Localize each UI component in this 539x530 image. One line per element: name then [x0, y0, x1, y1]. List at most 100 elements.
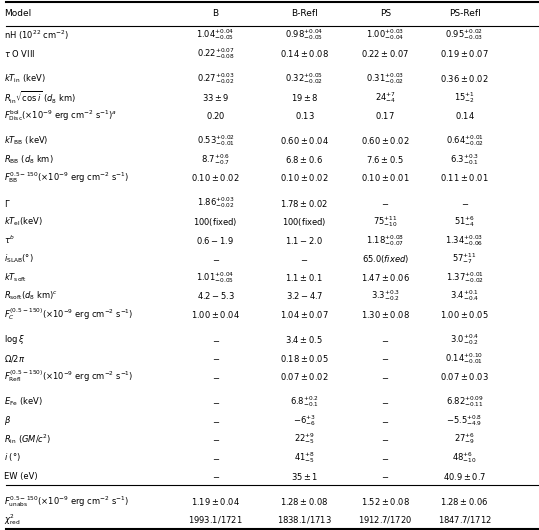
Text: $R_{\rm BB}$ ($d_8$ km): $R_{\rm BB}$ ($d_8$ km) — [4, 153, 54, 166]
Text: $4.2-5.3$: $4.2-5.3$ — [197, 290, 234, 302]
Text: $1.00 \pm 0.05$: $1.00 \pm 0.05$ — [440, 309, 489, 320]
Text: nH (10$^{22}$ cm$^{-2}$): nH (10$^{22}$ cm$^{-2}$) — [4, 28, 69, 42]
Text: $0.07 \pm 0.03$: $0.07 \pm 0.03$ — [440, 371, 489, 382]
Text: $0.20$: $0.20$ — [206, 110, 225, 121]
Text: $15^{+1}_{-2}$: $15^{+1}_{-2}$ — [454, 90, 475, 104]
Text: $-$: $-$ — [211, 472, 220, 481]
Text: $100{\rm (fixed)}$: $100{\rm (fixed)}$ — [282, 216, 327, 227]
Text: PS-Refl: PS-Refl — [449, 10, 480, 19]
Text: $-$: $-$ — [211, 416, 220, 425]
Text: $-$: $-$ — [211, 354, 220, 363]
Text: $0.14$: $0.14$ — [454, 110, 475, 121]
Text: $6.82^{+0.09}_{-0.11}$: $6.82^{+0.09}_{-0.11}$ — [446, 394, 483, 409]
Text: $\chi^2_{\rm red}$: $\chi^2_{\rm red}$ — [4, 512, 21, 527]
Text: $-$: $-$ — [211, 335, 220, 344]
Text: $1.1 \pm 0.1$: $1.1 \pm 0.1$ — [286, 272, 323, 283]
Text: $\Gamma$: $\Gamma$ — [4, 198, 11, 208]
Text: $\tau^b$: $\tau^b$ — [4, 234, 15, 246]
Text: $1.00^{+0.03}_{-0.04}$: $1.00^{+0.03}_{-0.04}$ — [366, 28, 405, 42]
Text: $kT_{\rm el}$(keV): $kT_{\rm el}$(keV) — [4, 215, 43, 228]
Text: $3.4 \pm 0.5$: $3.4 \pm 0.5$ — [286, 334, 323, 345]
Text: $0.53^{+0.02}_{-0.01}$: $0.53^{+0.02}_{-0.01}$ — [197, 134, 234, 148]
Text: $8.7^{+0.6}_{-0.7}$: $8.7^{+0.6}_{-0.7}$ — [201, 152, 230, 167]
Text: $0.22^{+0.07}_{-0.08}$: $0.22^{+0.07}_{-0.08}$ — [197, 46, 234, 61]
Text: $33 \pm 9$: $33 \pm 9$ — [202, 92, 230, 103]
Text: $0.22 \pm 0.07$: $0.22 \pm 0.07$ — [361, 48, 410, 59]
Text: $1.19 \pm 0.04$: $1.19 \pm 0.04$ — [191, 496, 240, 507]
Text: $0.6-1.9$: $0.6-1.9$ — [197, 235, 234, 246]
Text: $1.30 \pm 0.08$: $1.30 \pm 0.08$ — [361, 309, 410, 320]
Text: $1.52 \pm 0.08$: $1.52 \pm 0.08$ — [361, 496, 410, 507]
Text: $F^{0.5-150}_{\rm unabs}$($\times10^{-9}$ erg cm$^{-2}$ s$^{-1}$): $F^{0.5-150}_{\rm unabs}$($\times10^{-9}… — [4, 493, 129, 508]
Text: $0.14^{+0.10}_{-0.01}$: $0.14^{+0.10}_{-0.01}$ — [445, 351, 484, 366]
Text: $0.95^{+0.02}_{-0.03}$: $0.95^{+0.02}_{-0.03}$ — [445, 28, 484, 42]
Text: $-$: $-$ — [381, 335, 390, 344]
Text: $0.98^{+0.04}_{-0.05}$: $0.98^{+0.04}_{-0.05}$ — [285, 28, 324, 42]
Text: $\log \xi$: $\log \xi$ — [4, 333, 25, 346]
Text: $0.10 \pm 0.02$: $0.10 \pm 0.02$ — [280, 172, 329, 183]
Text: $7.6 \pm 0.5$: $7.6 \pm 0.5$ — [367, 154, 404, 165]
Text: $6.8 \pm 0.6$: $6.8 \pm 0.6$ — [286, 154, 323, 165]
Text: $kT_{\rm in}$ (keV): $kT_{\rm in}$ (keV) — [4, 73, 46, 85]
Text: $1838.1/1713$: $1838.1/1713$ — [277, 514, 332, 525]
Text: $-$: $-$ — [381, 372, 390, 381]
Text: Model: Model — [4, 10, 32, 19]
Text: $6.8^{+0.2}_{-0.1}$: $6.8^{+0.2}_{-0.1}$ — [290, 394, 319, 409]
Text: $1.1-2.0$: $1.1-2.0$ — [286, 235, 323, 246]
Text: $1.04^{+0.04}_{-0.05}$: $1.04^{+0.04}_{-0.05}$ — [196, 28, 235, 42]
Text: $35 \pm 1$: $35 \pm 1$ — [291, 471, 318, 482]
Text: $1.47 \pm 0.06$: $1.47 \pm 0.06$ — [361, 272, 410, 283]
Text: $F^{0.5-150}_{\rm BB}$($\times10^{-9}$ erg cm$^{-2}$ s$^{-1}$): $F^{0.5-150}_{\rm BB}$($\times10^{-9}$ e… — [4, 171, 129, 185]
Text: $0.18 \pm 0.05$: $0.18 \pm 0.05$ — [280, 352, 329, 364]
Text: $0.11 \pm 0.01$: $0.11 \pm 0.01$ — [440, 172, 489, 183]
Text: $3.2-4.7$: $3.2-4.7$ — [286, 290, 323, 302]
Text: $\beta$: $\beta$ — [4, 414, 11, 427]
Text: $0.07 \pm 0.02$: $0.07 \pm 0.02$ — [280, 371, 329, 382]
Text: $0.32^{+0.05}_{-0.02}$: $0.32^{+0.05}_{-0.02}$ — [286, 71, 323, 86]
Text: $0.64^{+0.01}_{-0.02}$: $0.64^{+0.01}_{-0.02}$ — [446, 134, 483, 148]
Text: $1.28 \pm 0.06$: $1.28 \pm 0.06$ — [440, 496, 489, 507]
Text: $E_{\rm Fe}$ (keV): $E_{\rm Fe}$ (keV) — [4, 395, 43, 408]
Text: $-6^{+3}_{-6}$: $-6^{+3}_{-6}$ — [293, 413, 316, 428]
Text: $1847.7/1712$: $1847.7/1712$ — [438, 514, 492, 525]
Text: $0.31^{+0.03}_{-0.02}$: $0.31^{+0.03}_{-0.02}$ — [366, 71, 405, 86]
Text: $0.19 \pm 0.07$: $0.19 \pm 0.07$ — [440, 48, 489, 59]
Text: $F^{(0.5-150)}_{\rm Refl}$($\times10^{-9}$ erg cm$^{-2}$ s$^{-1}$): $F^{(0.5-150)}_{\rm Refl}$($\times10^{-9… — [4, 369, 134, 384]
Text: $0.27^{+0.03}_{-0.02}$: $0.27^{+0.03}_{-0.02}$ — [197, 71, 234, 86]
Text: $0.10 \pm 0.01$: $0.10 \pm 0.01$ — [361, 172, 410, 183]
Text: $-5.5^{+0.8}_{-4.9}$: $-5.5^{+0.8}_{-4.9}$ — [446, 413, 483, 428]
Text: $R_{\rm in}$ ($GM/c^2$): $R_{\rm in}$ ($GM/c^2$) — [4, 432, 52, 446]
Text: $48^{+6}_{-10}$: $48^{+6}_{-10}$ — [452, 450, 477, 465]
Text: $6.3^{+0.3}_{-0.1}$: $6.3^{+0.3}_{-0.1}$ — [450, 152, 479, 167]
Text: $-$: $-$ — [381, 199, 390, 208]
Text: B: B — [212, 10, 219, 19]
Text: $41^{+8}_{-5}$: $41^{+8}_{-5}$ — [294, 450, 315, 465]
Text: $27^{+6}_{-9}$: $27^{+6}_{-9}$ — [454, 431, 475, 446]
Text: $\tau$ O VIII: $\tau$ O VIII — [4, 48, 36, 59]
Text: $0.60 \pm 0.04$: $0.60 \pm 0.04$ — [280, 135, 329, 146]
Text: B-Refl: B-Refl — [291, 10, 318, 19]
Text: $22^{+9}_{-5}$: $22^{+9}_{-5}$ — [294, 431, 315, 446]
Text: $1.04 \pm 0.07$: $1.04 \pm 0.07$ — [280, 309, 329, 320]
Text: $0.17$: $0.17$ — [375, 110, 396, 121]
Text: $3.0^{+0.4}_{-0.2}$: $3.0^{+0.4}_{-0.2}$ — [450, 332, 479, 347]
Text: $-$: $-$ — [381, 453, 390, 462]
Text: $-$: $-$ — [211, 397, 220, 406]
Text: $0.13$: $0.13$ — [294, 110, 315, 121]
Text: $R_{\rm soft}$($d_8$ km)$^c$: $R_{\rm soft}$($d_8$ km)$^c$ — [4, 290, 58, 302]
Text: $1.00 \pm 0.04$: $1.00 \pm 0.04$ — [191, 309, 240, 320]
Text: $-$: $-$ — [381, 416, 390, 425]
Text: $i$ (°): $i$ (°) — [4, 452, 22, 463]
Text: $1.86^{+0.03}_{-0.02}$: $1.86^{+0.03}_{-0.02}$ — [197, 196, 234, 210]
Text: $-$: $-$ — [211, 435, 220, 444]
Text: $i_{\rm SLAB}$(°): $i_{\rm SLAB}$(°) — [4, 252, 34, 265]
Text: $kT_{\rm BB}$ (keV): $kT_{\rm BB}$ (keV) — [4, 135, 49, 147]
Text: $F^{\rm bol}_{\rm Disc}$($\times10^{-9}$ erg cm$^{-2}$ s$^{-1}$)$^a$: $F^{\rm bol}_{\rm Disc}$($\times10^{-9}$… — [4, 108, 118, 123]
Text: $\Omega/2\pi$: $\Omega/2\pi$ — [4, 352, 26, 364]
Text: $-$: $-$ — [211, 453, 220, 462]
Text: $3.3^{+0.3}_{-0.2}$: $3.3^{+0.3}_{-0.2}$ — [371, 288, 400, 303]
Text: $24^{+7}_{-4}$: $24^{+7}_{-4}$ — [375, 90, 396, 104]
Text: $1.01^{+0.04}_{-0.05}$: $1.01^{+0.04}_{-0.05}$ — [196, 270, 235, 285]
Text: $-$: $-$ — [381, 397, 390, 406]
Text: $1.78 \pm 0.02$: $1.78 \pm 0.02$ — [280, 198, 329, 208]
